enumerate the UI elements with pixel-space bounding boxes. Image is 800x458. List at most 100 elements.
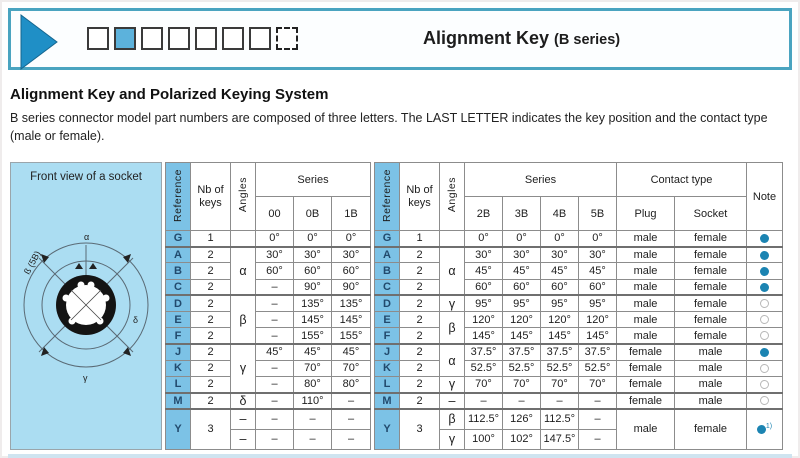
page-title-suffix: (B series) [554,32,621,48]
note-cell [746,359,783,377]
val-cell: 60° [255,262,294,280]
table-row: D 2 β –135° 135° [165,294,371,345]
angle-cell: γ [439,428,465,451]
val-cell: 30° [464,245,503,264]
contact-cell: male [616,278,675,296]
val-cell: 0° [502,229,541,248]
val-cell: – [502,391,541,410]
note-cell [746,294,783,313]
arrow-right-icon [20,14,58,70]
val-cell: 37.5° [578,343,617,361]
val-cell: 147.5° [540,428,579,451]
col-header-contact-type: Contact type [616,162,747,197]
keys-cell: 2 [190,359,231,377]
table-row: γ 100° 102° 147.5° – [375,428,783,451]
contact-cell: female [674,294,747,313]
table-row: G 1 0° 0° 0° [165,229,371,248]
val-cell: 80° [293,375,332,394]
val-cell: 70° [502,375,541,394]
note-dot-filled [760,233,769,243]
val-cell: 135° [293,294,332,313]
table-row: J 2 α 37.5° 37.5° 37.5° 37.5° female male [374,343,783,377]
val-cell: 0° [255,229,294,248]
col-header-3B: 3B [502,196,541,231]
val-cell: – [255,359,294,377]
note-cell [746,343,783,361]
val-cell: 52.5° [502,359,541,377]
table-row: L 2–80° 80° [165,375,371,394]
ref-cell: J [374,343,400,361]
val-cell: – [578,391,617,410]
contact-cell: female [616,359,675,377]
progress-squares [87,27,303,50]
val-cell: 135° [331,294,371,313]
ref-cell: L [374,375,400,394]
ref-cell: C [165,278,191,296]
val-cell: 60° [540,278,579,296]
angle-cell: α [230,245,256,296]
val-cell: 30° [331,245,371,264]
ref-cell: A [165,245,191,264]
keys-cell: 2 [190,391,231,410]
note-dot-filled [760,250,769,260]
diagram-label-alpha: α [84,232,89,242]
angle-cell: γ [439,294,465,313]
val-cell: – [255,311,294,329]
table-row: J 2 γ 45° 45° 45° [165,343,371,394]
ref-cell: K [374,359,400,377]
angle-cell: γ [230,343,256,394]
val-cell: 60° [464,278,503,296]
val-cell: 70° [293,359,332,377]
contact-cell: male [616,229,675,248]
val-cell: 0° [293,229,332,248]
note-cell [746,278,783,296]
ref-cell: D [165,294,191,313]
square-outline [141,27,163,50]
val-cell: – [255,428,294,451]
keys-cell: 3 [399,407,440,450]
ref-cell: J [165,343,191,361]
val-cell: 90° [331,278,371,296]
val-cell: 145° [293,311,332,329]
val-cell: 145° [502,327,541,345]
table-row: K 2 52.5° 52.5° 52.5° 52.5° female male [374,359,783,377]
val-cell: 37.5° [464,343,503,361]
val-cell: 70° [578,375,617,394]
note-dot-open [760,379,769,389]
contact-cell: male [616,262,675,280]
note-cell [746,327,783,345]
table-row: M 2 δ –110° – [165,391,371,410]
contact-cell: male [674,343,747,361]
val-cell: 45° [255,343,294,361]
contact-cell: male [616,407,675,450]
table-row: L 2 γ 70° 70° 70° 70° female male [374,375,783,394]
keys-cell: 2 [190,311,231,329]
note-cell [746,375,783,394]
keys-cell: 2 [399,343,440,361]
keys-cell: 2 [399,359,440,377]
table-row: B 2 60° 60° 60° [165,262,371,280]
section-heading: Alignment Key and Polarized Keying Syste… [10,86,329,103]
keys-cell: 2 [399,245,440,264]
col-header-nb-of-keys: Nb of keys [190,162,231,231]
keys-cell: 2 [399,262,440,280]
col-header-reference: Reference [374,162,400,231]
contact-cell: female [616,343,675,361]
contact-cell: female [674,245,747,264]
table-row: E 2–145° 145° [165,311,371,329]
table-row: F 2 145° 145° 145° 145° male female [374,327,783,345]
note-dot-filled [760,266,769,276]
val-cell: 30° [293,245,332,264]
table-row: E 2 β 120° 120° 120° 120° male female [374,311,783,345]
ref-cell: E [374,311,400,329]
val-cell: 95° [464,294,503,313]
contact-cell: male [674,375,747,394]
val-cell: 155° [331,327,371,345]
diagram-label-beta: ß (5B) [22,249,43,276]
keys-cell: 2 [399,278,440,296]
keys-cell: 2 [190,278,231,296]
note-cell: 1) [746,407,783,450]
table-row: D 2 γ 95° 95° 95° 95° male female [374,294,783,313]
diagram-label-delta: δ [133,315,138,325]
